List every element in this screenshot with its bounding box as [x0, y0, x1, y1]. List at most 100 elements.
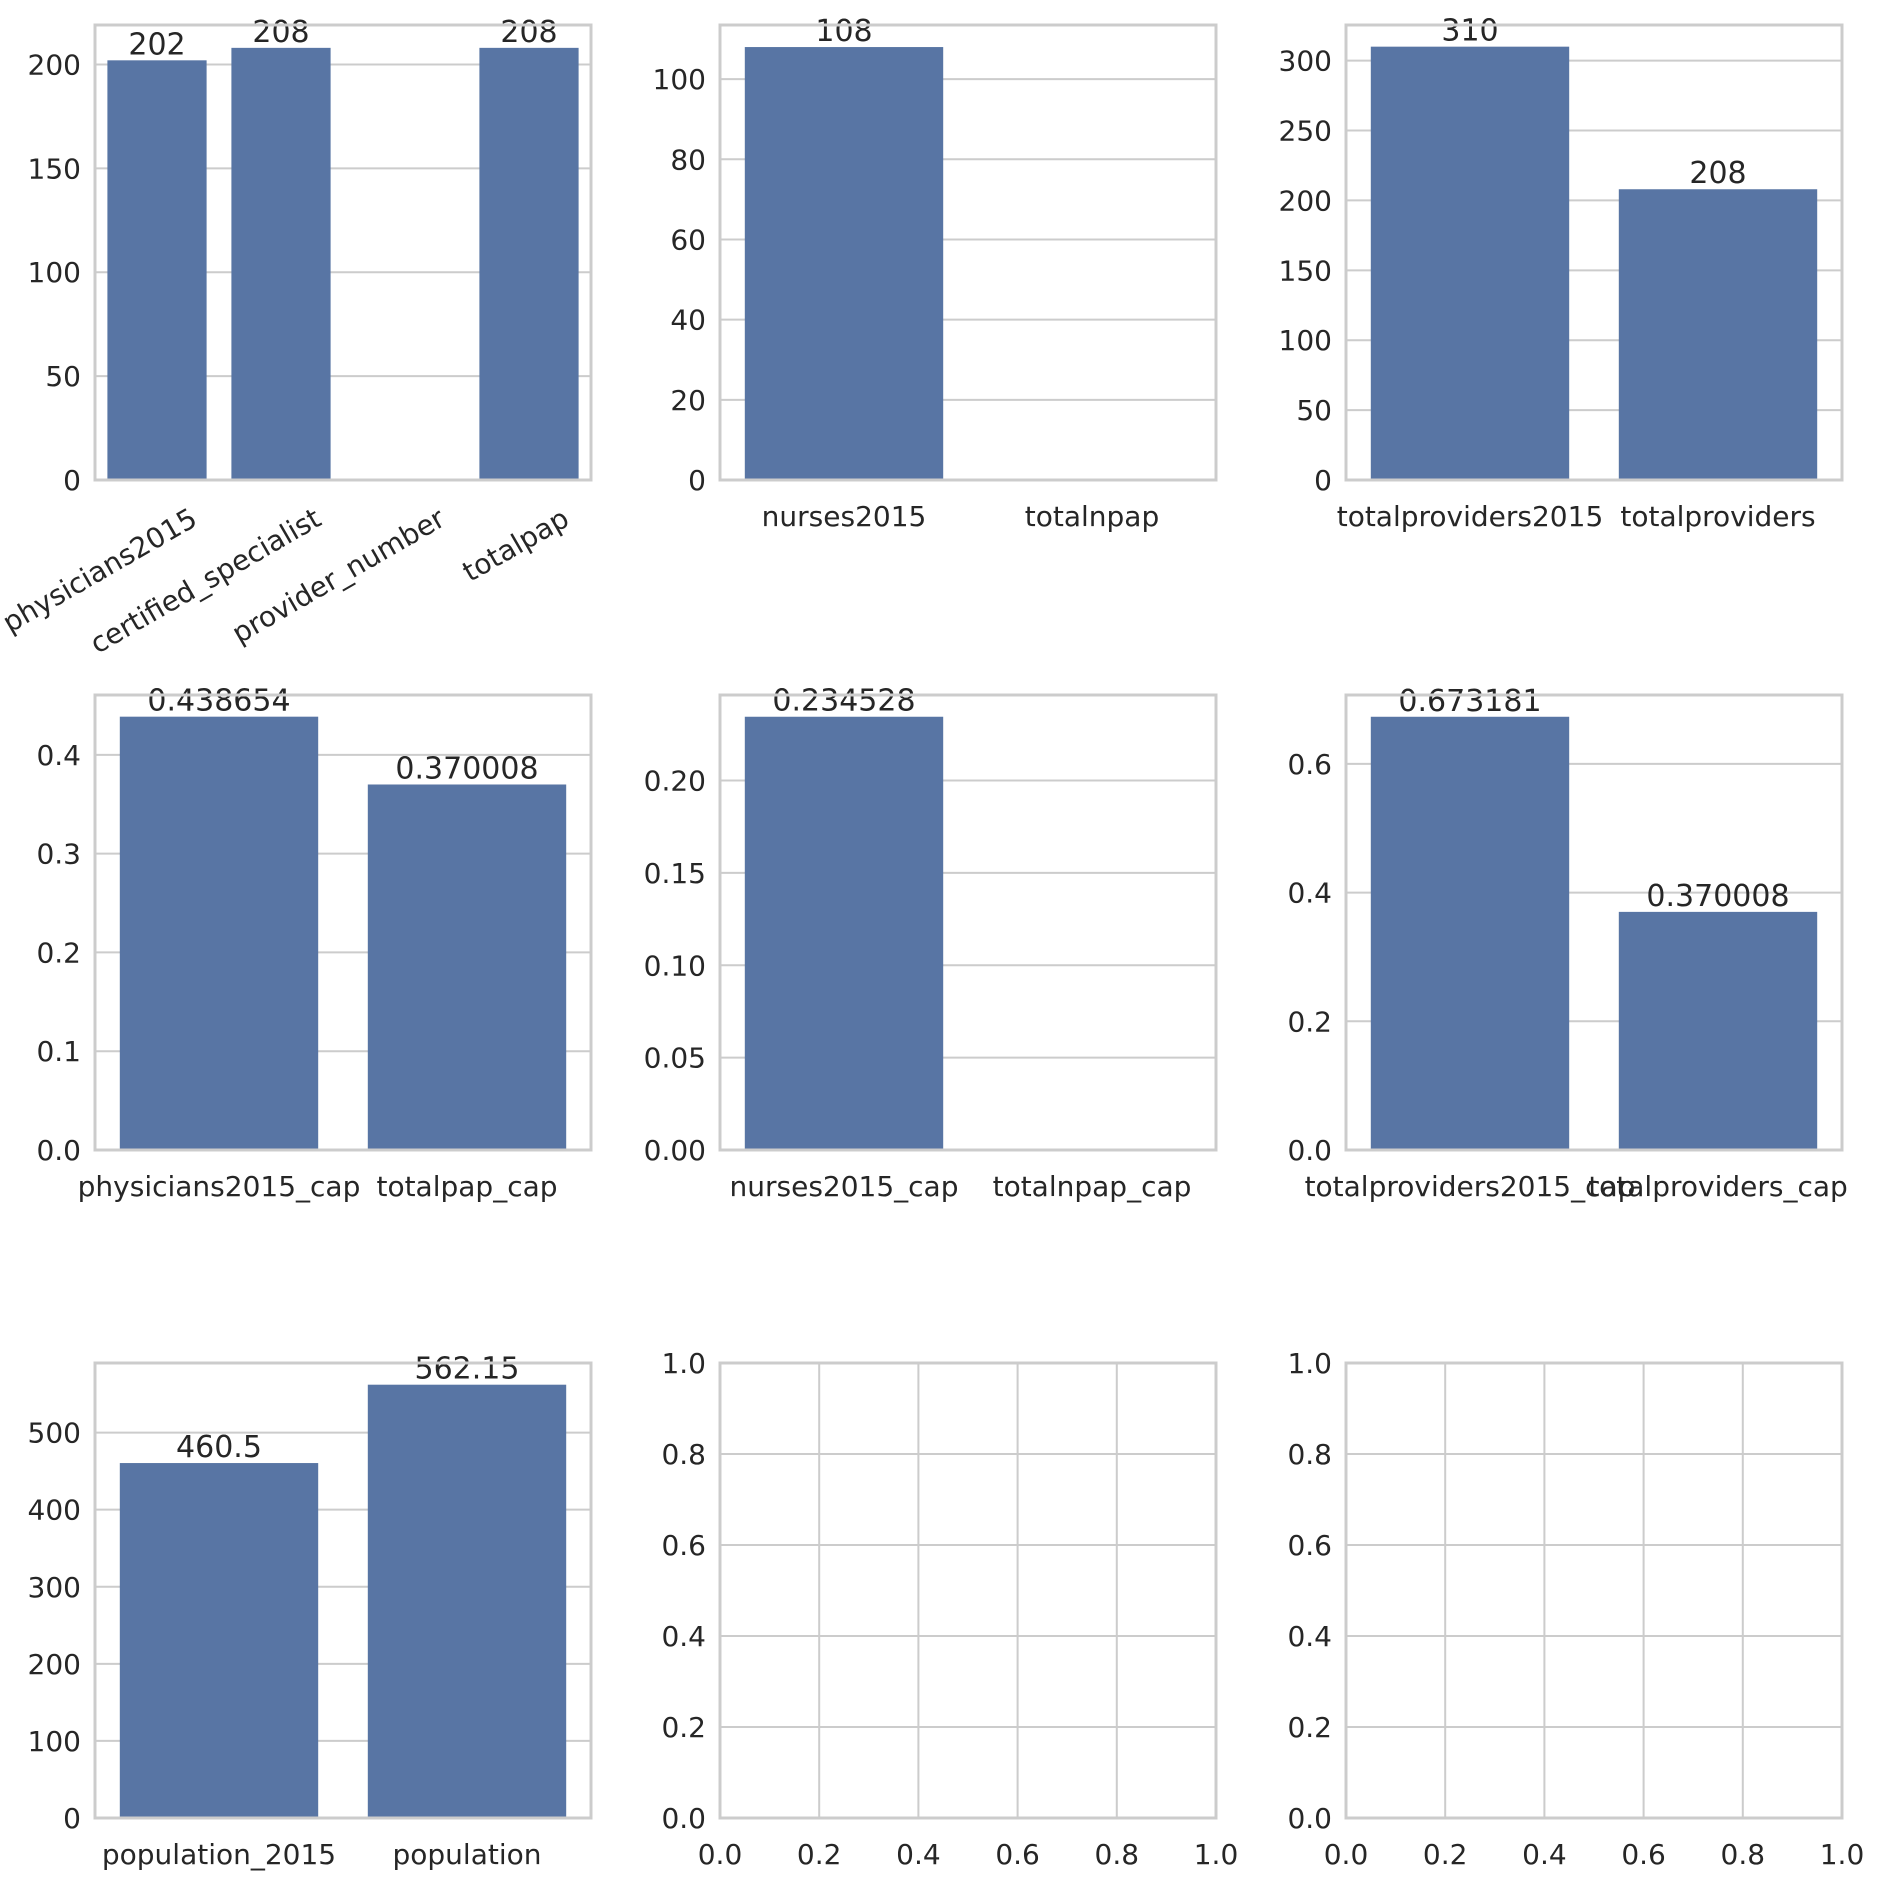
- x-tick-label: 0.4: [1522, 1838, 1567, 1871]
- y-tick-label: 150: [28, 152, 81, 185]
- bar: [1618, 911, 1818, 1150]
- y-tick-label: 0.8: [1287, 1438, 1332, 1471]
- y-tick-label: 300: [28, 1571, 81, 1604]
- data-label: 202: [128, 27, 185, 62]
- bar: [367, 1384, 567, 1818]
- data-label: 460.5: [176, 1430, 262, 1465]
- data-label: 208: [500, 15, 557, 50]
- subplot-9: 0.0 0.2 0.4 0.6 0.8 1.0 0.0 0.2 0.4 0.6 0.8 1.0: [1287, 1347, 1864, 1871]
- x-tick-label: totalnpap: [1025, 500, 1159, 533]
- y-tick-label: 0.2: [1287, 1711, 1332, 1744]
- bar: [367, 784, 567, 1150]
- y-tick-label: 200: [28, 1648, 81, 1681]
- axes-frame: [718, 1361, 1218, 1820]
- y-tick-label: 0.4: [36, 739, 81, 772]
- y-tick-label: 100: [28, 1725, 81, 1758]
- axes-frame: [93, 23, 593, 482]
- y-tick-label: 60: [670, 223, 706, 256]
- subplot-7: 0 100 200 300 400 500 460.5 population_2015 562.…: [28, 1352, 593, 1871]
- subplot-6: 0.0 0.2 0.4 0.6 0.673181 totalproviders2015_c…: [1287, 684, 1847, 1203]
- x-tick-label: 0.4: [896, 1838, 941, 1871]
- y-tick-label: 0: [63, 1802, 81, 1835]
- data-label: 208: [252, 15, 309, 50]
- y-tick-label: 0: [1314, 464, 1332, 497]
- bar: [1370, 46, 1570, 481]
- data-label: 0.438654: [147, 684, 290, 719]
- bar: [479, 47, 579, 480]
- x-tick-label: 0.0: [698, 1838, 743, 1871]
- y-tick-label: 0.0: [661, 1802, 706, 1835]
- x-tick-label: totalproviders: [1620, 500, 1815, 533]
- bar: [119, 716, 319, 1150]
- data-label: 0.370008: [1646, 879, 1789, 914]
- y-tick-label: 400: [28, 1494, 81, 1527]
- bar: [231, 47, 331, 480]
- y-tick-label: 500: [28, 1417, 81, 1450]
- data-label: 0.234528: [772, 684, 915, 719]
- y-tick-label: 0.00: [644, 1134, 706, 1167]
- x-tick-label: 1.0: [1820, 1838, 1865, 1871]
- subplot-5: 0.00 0.05 0.10 0.15 0.20 0.234528 nurses2015_c…: [644, 684, 1218, 1203]
- data-label: 0.370008: [395, 751, 538, 786]
- y-tick-label: 80: [670, 143, 706, 176]
- y-tick-label: 0.1: [36, 1035, 81, 1068]
- x-tick-label: nurses2015_cap: [730, 1170, 959, 1203]
- bar: [119, 1463, 319, 1818]
- y-tick-label: 0.4: [661, 1620, 706, 1653]
- y-tick-label: 250: [1279, 115, 1332, 148]
- y-tick-label: 0.2: [1287, 1005, 1332, 1038]
- data-label: 208: [1689, 156, 1746, 191]
- x-tick-label: 1.0: [1194, 1838, 1239, 1871]
- axes-frame: [1344, 23, 1844, 482]
- axes-frame: [1344, 693, 1844, 1152]
- subplot-8: 0.0 0.2 0.4 0.6 0.8 1.0 0.0 0.2 0.4 0.6 0.8 1.0: [661, 1347, 1238, 1871]
- subplot-2: 0 20 40 60 80 100 108 nurses2015 totalnpap: [653, 14, 1218, 533]
- y-tick-label: 0.6: [1287, 748, 1332, 781]
- x-tick-label: 0.6: [1621, 1838, 1666, 1871]
- x-tick-label: totalnpap_cap: [993, 1170, 1192, 1203]
- y-tick-label: 0.4: [1287, 1620, 1332, 1653]
- y-tick-label: 100: [653, 63, 706, 96]
- y-tick-label: 0.05: [644, 1042, 706, 1075]
- x-tick-label: totalproviders_cap: [1588, 1170, 1848, 1203]
- y-tick-label: 0.6: [661, 1529, 706, 1562]
- axes-frame: [1344, 1361, 1844, 1820]
- bar: [744, 47, 944, 480]
- bar: [1618, 189, 1818, 480]
- y-tick-label: 0: [688, 464, 706, 497]
- x-tick-label: totalproviders2015_cap: [1305, 1170, 1636, 1203]
- x-tick-label: population_2015: [102, 1838, 336, 1871]
- y-tick-label: 0.2: [36, 936, 81, 969]
- subplot-4: 0.0 0.1 0.2 0.3 0.4 0.438654 physicians2015_ca…: [36, 684, 593, 1203]
- data-label: 310: [1441, 14, 1498, 49]
- x-tick-label: nurses2015: [762, 500, 927, 533]
- y-tick-label: 0.10: [644, 949, 706, 982]
- x-tick-label: population: [393, 1838, 542, 1871]
- y-tick-label: 200: [28, 48, 81, 81]
- y-tick-label: 1.0: [661, 1347, 706, 1380]
- y-tick-label: 0.8: [661, 1438, 706, 1471]
- x-tick-label: 0.0: [1324, 1838, 1369, 1871]
- y-tick-label: 0.3: [36, 838, 81, 871]
- bar: [1370, 716, 1570, 1150]
- y-tick-label: 0.0: [1287, 1802, 1332, 1835]
- y-tick-label: 20: [670, 384, 706, 417]
- x-tick-label: physicians2015_cap: [78, 1170, 361, 1203]
- axes-frame: [718, 693, 1218, 1152]
- y-tick-label: 0.0: [1287, 1134, 1332, 1167]
- y-tick-label: 0.6: [1287, 1529, 1332, 1562]
- y-tick-label: 150: [1279, 254, 1332, 287]
- y-tick-label: 300: [1279, 45, 1332, 78]
- axes-frame: [93, 693, 593, 1152]
- y-tick-label: 0.2: [661, 1711, 706, 1744]
- data-label: 108: [815, 14, 872, 49]
- x-tick-label: 0.8: [1095, 1838, 1140, 1871]
- y-tick-label: 0: [63, 464, 81, 497]
- x-tick-label: 0.2: [797, 1838, 842, 1871]
- y-tick-label: 0.15: [644, 857, 706, 890]
- y-tick-label: 0.4: [1287, 877, 1332, 910]
- x-tick-label: totalpap_cap: [376, 1170, 557, 1203]
- axes-frame: [718, 23, 1218, 482]
- y-tick-label: 200: [1279, 184, 1332, 217]
